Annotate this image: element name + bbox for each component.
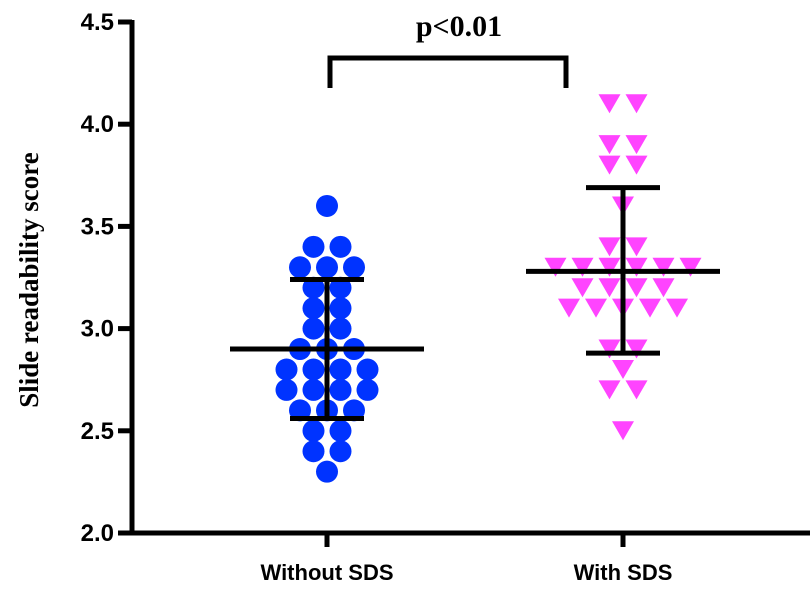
- point-with-sds: [639, 298, 661, 318]
- point-with-sds: [625, 237, 648, 257]
- point-with-sds: [652, 257, 675, 277]
- y-tick-label: 2.0: [81, 520, 114, 547]
- y-tick-label: 4.0: [81, 111, 114, 138]
- point-without-sds: [302, 378, 325, 401]
- point-with-sds: [625, 257, 648, 277]
- point-without-sds: [329, 276, 352, 299]
- point-without-sds: [289, 256, 311, 279]
- point-without-sds: [356, 378, 379, 401]
- point-without-sds: [316, 256, 338, 279]
- point-without-sds: [302, 317, 325, 340]
- point-with-sds: [598, 257, 621, 277]
- data-points: [275, 94, 702, 483]
- significance-annotation: p<0.01: [327, 10, 569, 88]
- point-without-sds: [275, 358, 298, 381]
- y-ticks: 2.0 2.5 3.0 3.5 4.0 4.5: [81, 9, 132, 547]
- point-without-sds: [302, 419, 325, 442]
- point-without-sds: [356, 358, 379, 381]
- point-without-sds: [302, 276, 325, 299]
- point-with-sds: [625, 278, 648, 298]
- point-without-sds: [329, 297, 352, 320]
- y-axis-title: Slide readability score: [14, 152, 44, 408]
- point-with-sds: [571, 278, 594, 298]
- point-without-sds: [329, 440, 352, 463]
- x-categories: Without SDS With SDS: [261, 533, 673, 585]
- point-with-sds: [598, 135, 621, 155]
- point-without-sds: [329, 378, 352, 401]
- point-with-sds: [625, 135, 648, 155]
- point-without-sds: [302, 235, 325, 258]
- y-tick-label: 3.5: [81, 213, 114, 240]
- point-with-sds: [679, 257, 702, 277]
- point-with-sds: [571, 257, 594, 277]
- point-without-sds: [329, 419, 352, 442]
- point-with-sds: [625, 380, 648, 400]
- point-without-sds: [329, 358, 352, 381]
- mean-sd-bars: [230, 185, 720, 422]
- point-with-sds: [598, 94, 621, 114]
- point-with-sds: [598, 339, 621, 359]
- point-without-sds: [329, 317, 352, 340]
- y-tick-label: 3.0: [81, 316, 114, 343]
- y-tick-label: 4.5: [81, 9, 114, 36]
- point-without-sds: [316, 460, 338, 483]
- point-with-sds: [598, 380, 621, 400]
- point-with-sds: [598, 278, 621, 298]
- point-with-sds: [625, 94, 648, 114]
- point-with-sds: [666, 298, 688, 318]
- point-without-sds: [329, 235, 352, 258]
- point-with-sds: [612, 359, 634, 379]
- point-without-sds: [302, 358, 325, 381]
- point-without-sds: [316, 194, 338, 217]
- point-with-sds: [625, 155, 648, 175]
- point-without-sds: [343, 399, 365, 422]
- point-with-sds: [598, 155, 621, 175]
- significance-bracket: [327, 55, 569, 88]
- axes: [129, 20, 810, 536]
- point-with-sds: [558, 298, 580, 318]
- point-with-sds: [612, 421, 634, 441]
- x-category-label: With SDS: [574, 560, 673, 585]
- point-without-sds: [289, 399, 311, 422]
- point-with-sds: [544, 257, 567, 277]
- point-with-sds: [598, 237, 621, 257]
- y-tick-label: 2.5: [81, 418, 114, 445]
- x-category-label: Without SDS: [261, 560, 394, 585]
- point-without-sds: [275, 378, 298, 401]
- point-without-sds: [343, 256, 365, 279]
- point-without-sds: [302, 440, 325, 463]
- point-without-sds: [302, 297, 325, 320]
- point-with-sds: [625, 339, 648, 359]
- point-with-sds: [652, 278, 675, 298]
- point-with-sds: [585, 298, 607, 318]
- p-value-label: p<0.01: [416, 10, 502, 43]
